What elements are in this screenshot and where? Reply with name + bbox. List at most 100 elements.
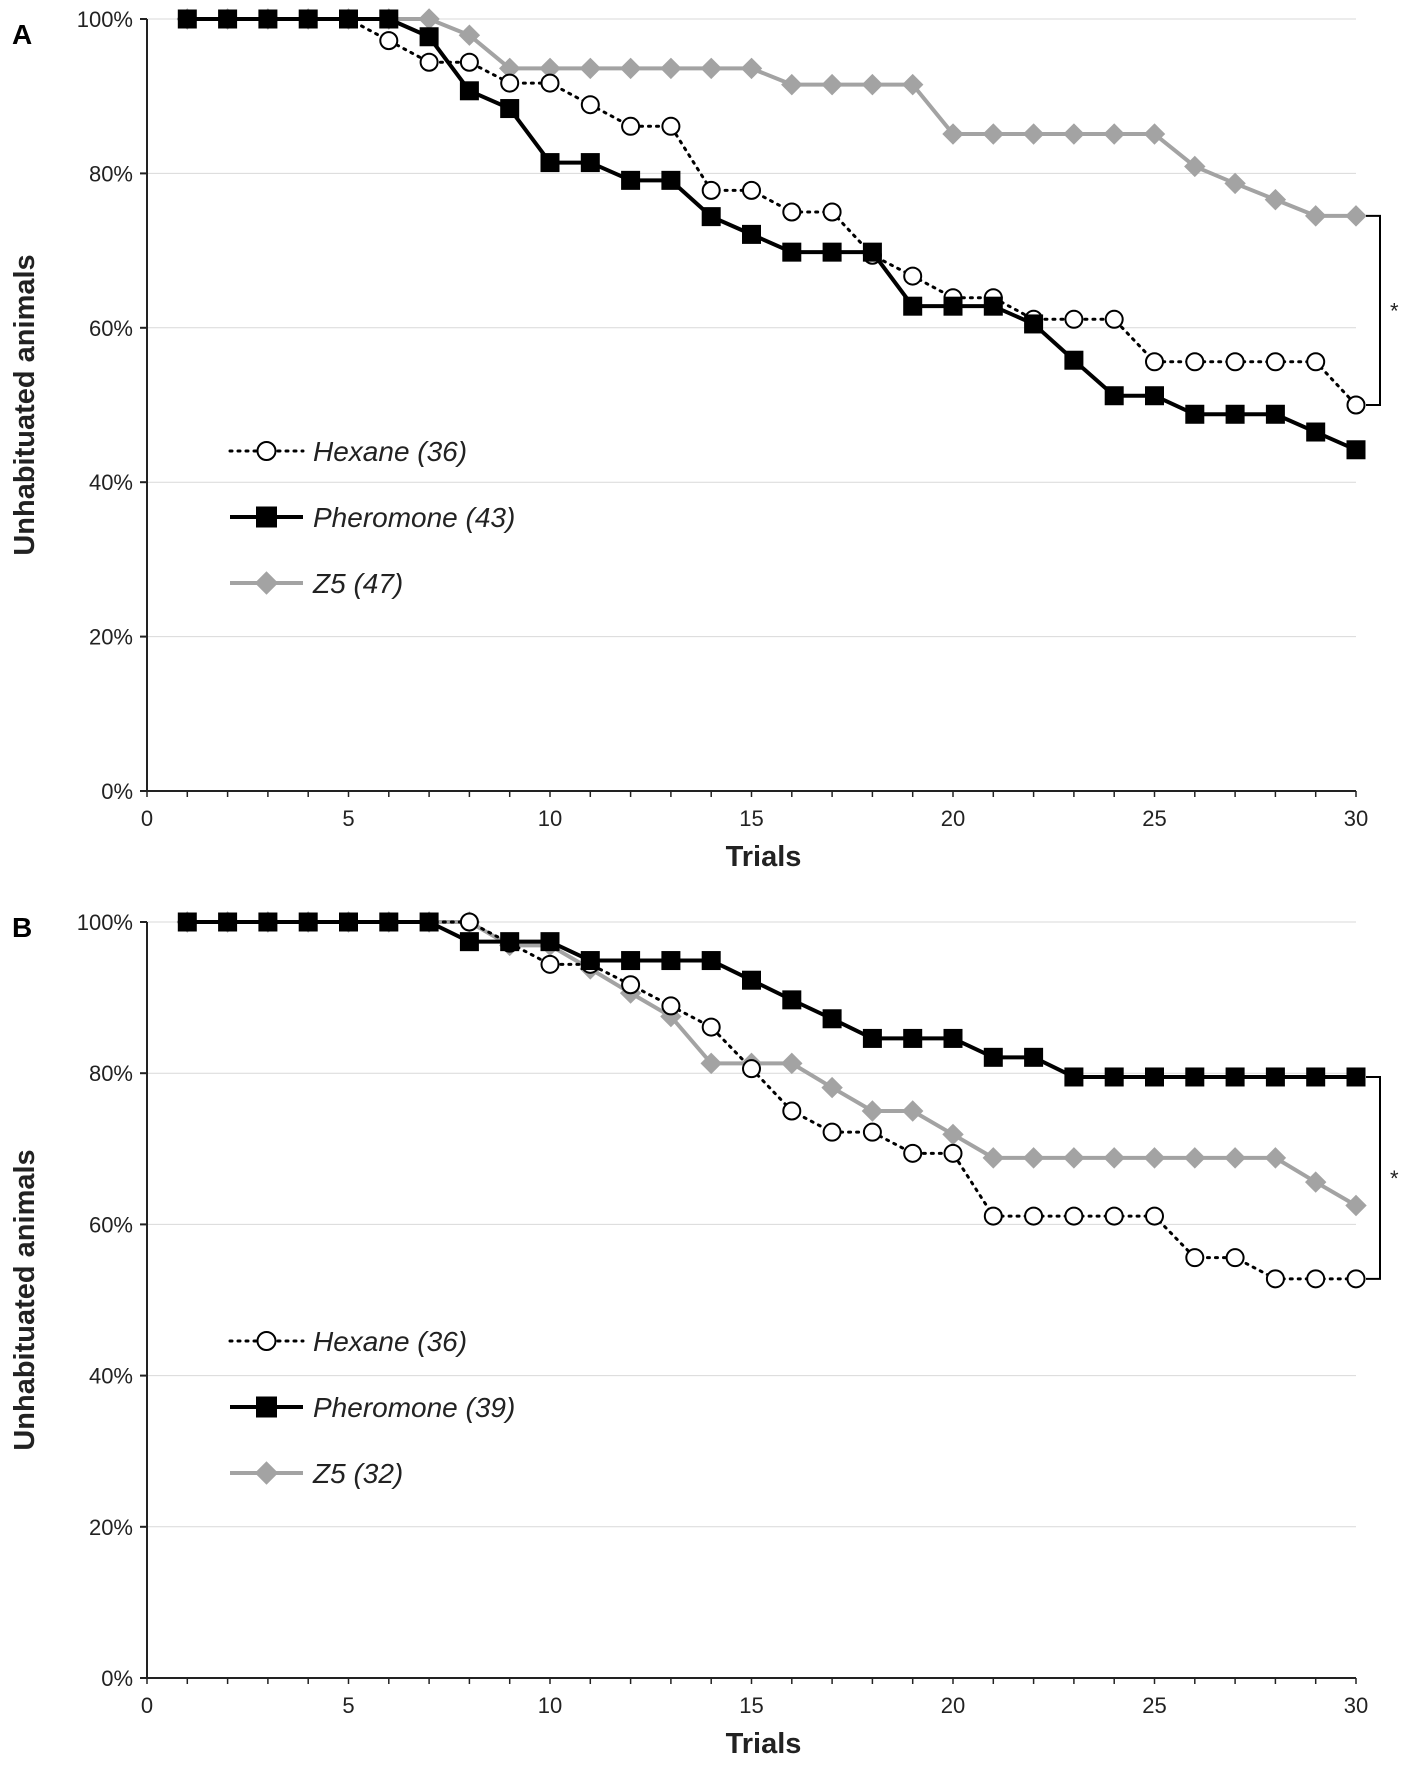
panel-b-ytick-label-80: 80% — [89, 1061, 133, 1086]
panel-b-series-1-point-20 — [943, 1028, 963, 1048]
panel-a-series-1-point-19 — [903, 296, 923, 316]
panel-a-series-2-point-8 — [458, 24, 481, 46]
panel-b-ytick-label-0: 0% — [101, 1666, 133, 1691]
panel-a-series-0-point-17 — [822, 202, 842, 222]
panel-b-series-0-point-24 — [1104, 1206, 1124, 1226]
panel-b-legend-0-label: Hexane (36) — [313, 1326, 467, 1357]
panel-a-xtick-label-30: 30 — [1344, 806, 1368, 831]
panel-a-series-1-point-13 — [661, 170, 681, 190]
panel-a-series-2-line — [187, 17, 1356, 218]
panel-b-series-1-point-14 — [701, 951, 721, 971]
panel-b-series-0-point-12 — [621, 975, 641, 995]
panel-a-legend-1-label: Pheromone (43) — [313, 502, 515, 533]
panel-b-series-1-point-18 — [862, 1028, 882, 1048]
panel-b-series-1-point-12 — [621, 951, 641, 971]
panel-b-series-1-point-27 — [1225, 1067, 1245, 1087]
panel-a-series-2-point-18 — [861, 73, 884, 96]
panel-b-series-1-point-21 — [983, 1047, 1003, 1067]
panel-a-series-1-point-21 — [983, 296, 1003, 316]
panel-a-series-1-point-8 — [459, 81, 479, 101]
panel-b-series-0-point-10 — [540, 954, 560, 974]
panel-a-series-2-point-20 — [942, 123, 964, 145]
panel-a-series-1-point-3 — [258, 9, 278, 29]
panel-a-ytick-label-100: 100% — [77, 7, 133, 32]
panel-b-series-0-point-28 — [1265, 1269, 1285, 1289]
panel-a-x-axis-title: Trials — [726, 841, 802, 873]
panel-a-series-1-point-18 — [862, 242, 882, 262]
panel-a-series-1-point-11 — [580, 153, 600, 173]
panel-a-series-0-point-19 — [903, 266, 923, 286]
panel-b-series-0-point-29 — [1306, 1269, 1326, 1289]
panel-b-series-2-point-28 — [1264, 1147, 1287, 1169]
panel-a-series-0-point-12 — [621, 116, 641, 136]
panel-a-series-0-point-6 — [379, 31, 399, 51]
panel-a-series-1-point-2 — [218, 9, 238, 29]
panel-a-series-2-point-19 — [901, 73, 924, 96]
panel-b-xtick-label-5: 5 — [342, 1693, 354, 1718]
panel-b-xtick-label-15: 15 — [739, 1693, 763, 1718]
panel-b-series-1-point-8 — [459, 932, 479, 952]
panel-a-series-2-point-30 — [1345, 205, 1367, 227]
panel-a-series-0-point-13 — [661, 116, 681, 136]
panel-a-series-2-point-28 — [1264, 188, 1287, 211]
panel-a-series-2-point-23 — [1063, 123, 1085, 145]
panel-b-series-1-point-7 — [419, 912, 439, 932]
panel-b-series-0 — [177, 912, 1366, 1289]
panel-a-series-0-point-8 — [459, 52, 479, 72]
panel-a-legend-1-marker — [256, 506, 277, 528]
panel-a-series-0-point-30 — [1346, 395, 1366, 415]
panel-b-ytick-label-20: 20% — [89, 1515, 133, 1540]
panel-b-legend-0-marker — [256, 1331, 277, 1351]
panel-a-series-0-point-10 — [540, 73, 560, 93]
panel-b-series-2-point-14 — [700, 1052, 722, 1075]
panel-a-series-1-point-22 — [1024, 314, 1044, 334]
panel-b-series-1-point-5 — [339, 912, 358, 932]
panel-a-series-2-point-29 — [1304, 205, 1327, 227]
panel-a-ytick-label-20: 20% — [89, 625, 133, 650]
panel-b-x-axis-title: Trials — [726, 1728, 802, 1760]
panel-a-series-2-point-7 — [418, 8, 440, 30]
panel-a-series-1-point-4 — [298, 9, 318, 29]
panel-b-series-2-point-16 — [781, 1052, 803, 1075]
panel-a-xtick-label-25: 25 — [1142, 806, 1166, 831]
panel-b-legend-1-label: Pheromone (39) — [313, 1392, 515, 1423]
panel-b-series-2-point-26 — [1184, 1147, 1206, 1169]
panel-b-series-0-line — [185, 920, 1358, 1281]
panel-b-series-2-point-25 — [1143, 1147, 1166, 1169]
panel-b-series-0-point-8 — [459, 912, 479, 932]
panel-b-xtick-label-30: 30 — [1344, 1693, 1368, 1718]
panel-b-series-1-point-19 — [903, 1028, 923, 1048]
panel-a-series-1-point-28 — [1265, 404, 1285, 424]
panel-a-legend-0-marker — [256, 441, 277, 461]
panel-a-series-1-point-29 — [1306, 422, 1326, 442]
panel-b-series-0-point-30 — [1346, 1269, 1366, 1289]
panel-a-series-0 — [177, 9, 1366, 415]
panel-b-xtick-label-10: 10 — [538, 1693, 562, 1718]
panel-b-series-2-point-27 — [1224, 1147, 1246, 1169]
panel-b-legend-2-marker — [254, 1461, 279, 1485]
panel-b-series-2-point-17 — [821, 1076, 843, 1099]
panel-a-series-2-point-11 — [579, 57, 602, 80]
panel-a-series-0-point-14 — [701, 180, 721, 200]
panel-a-ytick-label-40: 40% — [89, 470, 133, 495]
panel-a-series-0-point-28 — [1265, 352, 1285, 372]
panel-b-series-0-point-20 — [943, 1143, 963, 1163]
panel-b-xtick-label-25: 25 — [1142, 1693, 1166, 1718]
panel-a-series-1-point-16 — [782, 242, 802, 262]
panel-b-ytick-label-60: 60% — [89, 1212, 133, 1237]
panel-a-y-axis-title: Unhabituated animals — [9, 254, 41, 555]
panel-a-series-0-point-24 — [1104, 309, 1124, 329]
panel-a-series-2-point-22 — [1022, 123, 1045, 145]
panel-a: A 0% 20% 40% 60% 80% 100% 0 5 10 15 20 25 30 Trials Unh… — [9, 7, 1399, 873]
panel-a-series-1-point-27 — [1225, 404, 1245, 424]
panel-a-series-1-point-30 — [1346, 440, 1366, 460]
panel-a-series-1-point-14 — [701, 207, 721, 227]
panel-b-xtick-label-20: 20 — [941, 1693, 965, 1718]
panel-a-series-1-point-20 — [943, 296, 963, 316]
panel-b-series-1-point-9 — [500, 932, 520, 952]
panel-b-y-axis-title: Unhabituated animals — [9, 1149, 41, 1450]
panel-b-ytick-label-100: 100% — [77, 910, 133, 935]
panel-a-series-2-point-16 — [781, 73, 803, 96]
